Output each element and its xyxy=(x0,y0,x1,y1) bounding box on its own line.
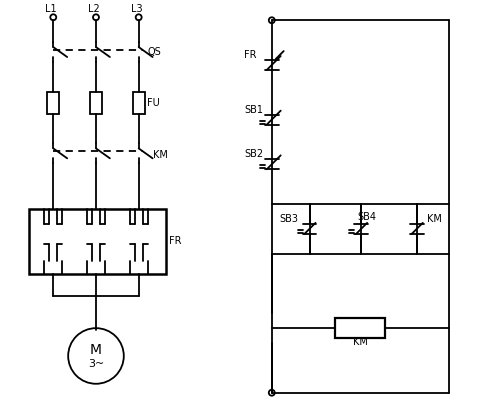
Text: 3~: 3~ xyxy=(88,359,104,369)
Text: FU: FU xyxy=(147,98,159,108)
Text: FR: FR xyxy=(244,50,257,60)
Text: SB3: SB3 xyxy=(280,214,299,224)
Text: SB2: SB2 xyxy=(244,149,263,160)
Text: QS: QS xyxy=(148,47,162,57)
Text: SB4: SB4 xyxy=(357,212,376,222)
Bar xyxy=(90,92,102,114)
Bar xyxy=(133,92,145,114)
Bar xyxy=(336,318,385,338)
Text: FR: FR xyxy=(170,236,182,246)
Bar xyxy=(47,92,59,114)
Text: L3: L3 xyxy=(131,4,142,14)
Bar xyxy=(30,209,166,274)
Text: L1: L1 xyxy=(45,4,57,14)
Text: L2: L2 xyxy=(88,4,100,14)
Text: M: M xyxy=(90,343,102,357)
Text: KM: KM xyxy=(427,214,442,224)
Text: KM: KM xyxy=(353,337,368,347)
Text: SB1: SB1 xyxy=(244,105,263,115)
Text: KM: KM xyxy=(152,151,167,160)
